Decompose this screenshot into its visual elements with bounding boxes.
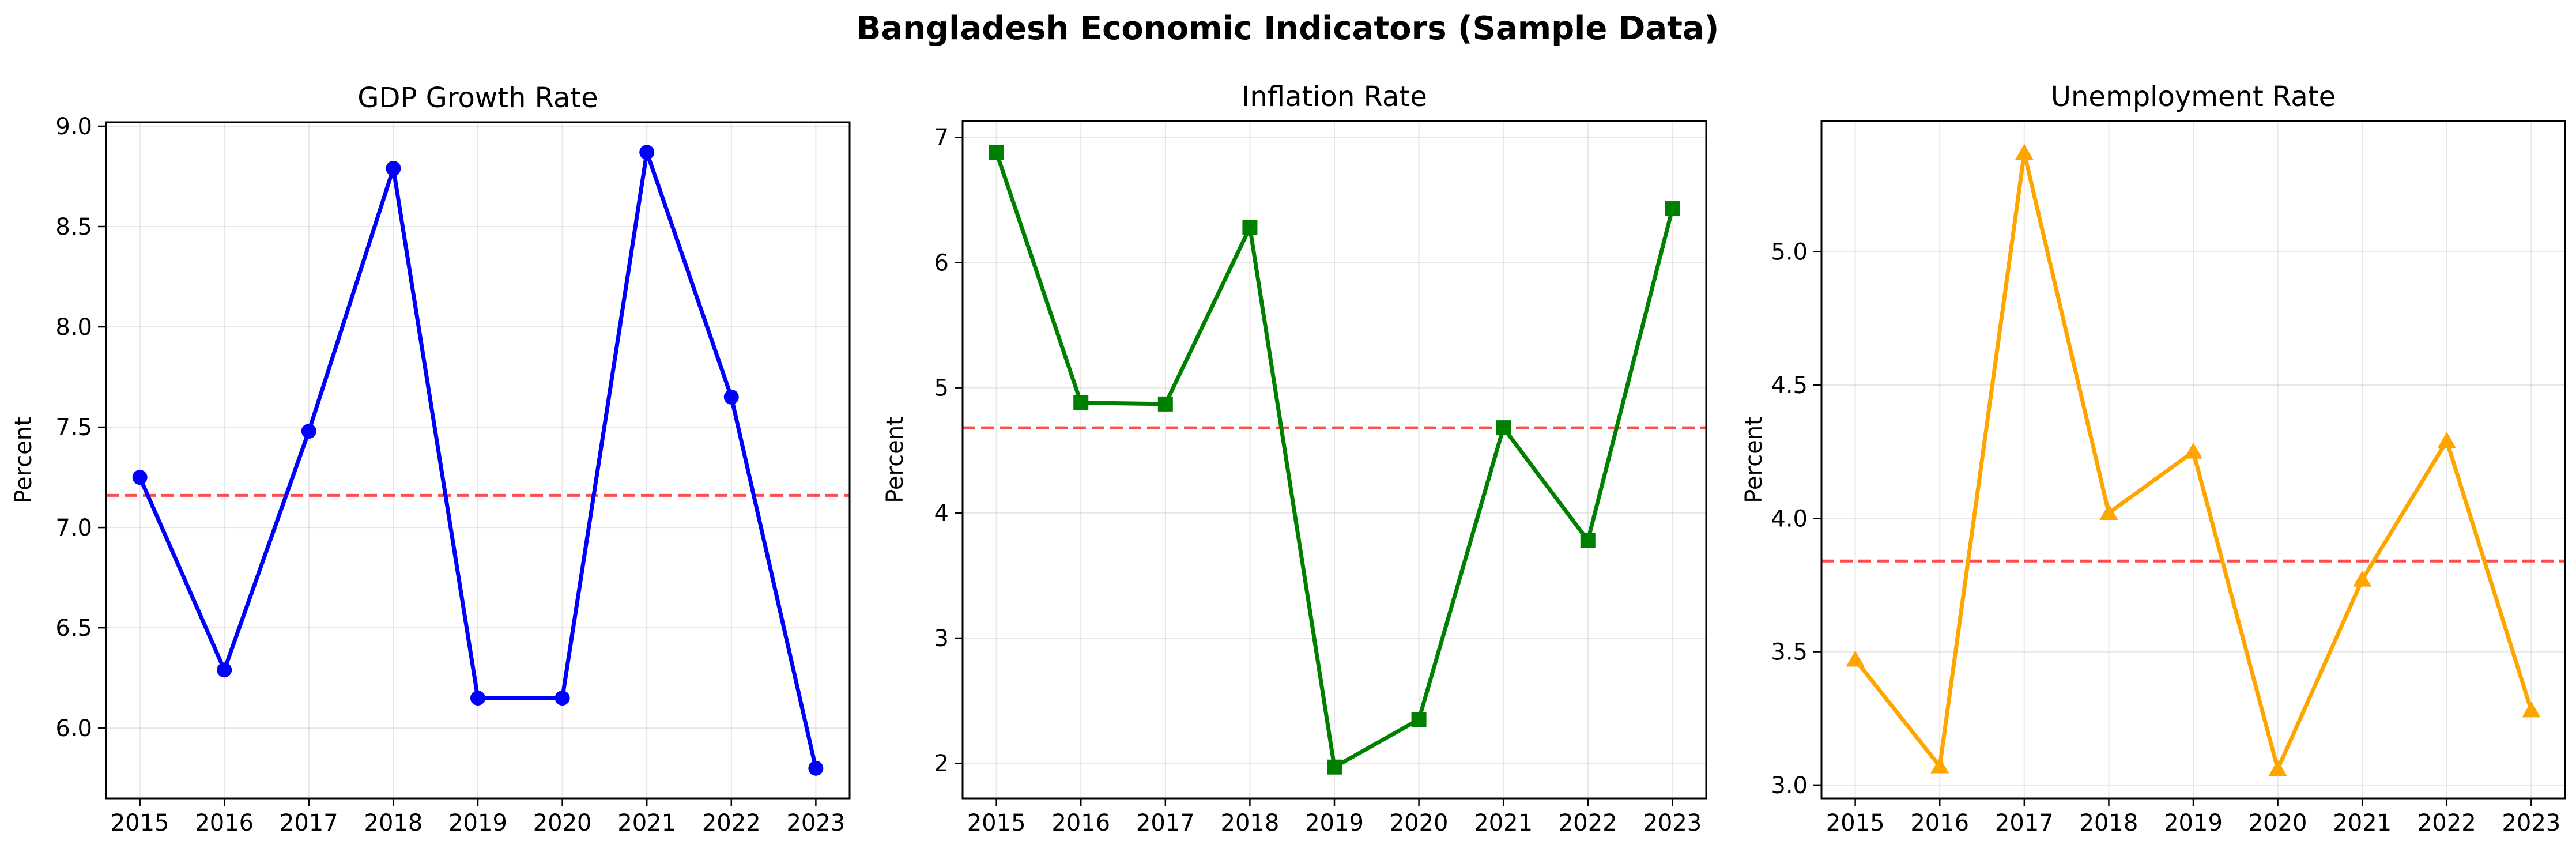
x-tick-label: 2021: [617, 810, 676, 836]
y-tick-label: 8.0: [55, 314, 92, 341]
y-tick-label: 5.0: [1771, 239, 1808, 266]
y-tick-label: 6: [934, 250, 949, 276]
y-tick-label: 2: [934, 751, 949, 777]
x-tick-label: 2019: [1305, 810, 1364, 836]
y-tick-label: 6.5: [55, 615, 92, 642]
x-tick-label: 2020: [2249, 810, 2307, 836]
data-point: [2268, 760, 2287, 776]
data-point: [1846, 650, 1865, 667]
y-tick-label: 6.0: [55, 715, 92, 742]
x-tick-label: 2020: [1390, 810, 1449, 836]
x-tick-label: 2017: [280, 810, 338, 836]
y-tick-label: 7: [934, 125, 949, 151]
y-tick-label: 7.0: [55, 515, 92, 541]
figure-title: Bangladesh Economic Indicators (Sample D…: [857, 10, 1719, 47]
x-tick-label: 2015: [967, 810, 1026, 836]
data-point: [2353, 570, 2372, 587]
x-tick-label: 2018: [1221, 810, 1280, 836]
chart-title: Unemployment Rate: [2051, 81, 2336, 113]
data-point: [1496, 420, 1511, 436]
data-point: [1242, 220, 1258, 235]
x-tick-label: 2023: [786, 810, 845, 836]
data-point: [1580, 533, 1596, 548]
x-tick-label: 2022: [2417, 810, 2476, 836]
data-point: [1157, 396, 1173, 412]
data-point: [1327, 759, 1342, 775]
y-tick-label: 9.0: [55, 114, 92, 140]
y-tick-label: 7.5: [55, 414, 92, 441]
x-tick-label: 2019: [2164, 810, 2223, 836]
x-tick-label: 2015: [1826, 810, 1885, 836]
x-tick-label: 2021: [1474, 810, 1533, 836]
data-point: [386, 161, 401, 176]
data-point: [132, 470, 148, 485]
x-tick-label: 2017: [1136, 810, 1195, 836]
data-point: [1930, 757, 1949, 774]
data-point: [470, 690, 485, 706]
data-point: [217, 662, 232, 678]
y-tick-label: 3.5: [1771, 639, 1808, 666]
y-tick-label: 8.5: [55, 214, 92, 240]
x-tick-label: 2018: [2080, 810, 2139, 836]
chart-title: Inflation Rate: [1242, 81, 1427, 113]
y-axis-label: Percent: [882, 416, 908, 503]
y-tick-label: 3.0: [1771, 772, 1808, 799]
data-point: [639, 145, 655, 160]
y-axis-label: Percent: [10, 417, 37, 504]
data-point: [2099, 504, 2118, 521]
data-point: [301, 424, 316, 439]
y-tick-label: 4: [934, 500, 949, 527]
data-point: [2522, 701, 2541, 718]
data-point: [1073, 395, 1089, 410]
data-point: [2184, 442, 2202, 459]
data-point: [1411, 712, 1427, 727]
chart-panel-1: 2015 2016 2017 2018 2019 2020 2021 2022 2023 6.0 6…: [10, 82, 851, 836]
data-point: [1665, 201, 1680, 217]
x-tick-label: 2016: [195, 810, 254, 836]
y-tick-label: 4.5: [1771, 372, 1808, 399]
x-tick-label: 2022: [702, 810, 761, 836]
y-tick-label: 3: [934, 625, 949, 652]
chart-panel-3: 2015 2016 2017 2018 2019 2020 2021 2022 2023 3.0 3…: [1741, 81, 2566, 836]
x-tick-label: 2022: [1559, 810, 1617, 836]
x-tick-label: 2016: [1051, 810, 1110, 836]
x-tick-label: 2018: [364, 810, 423, 836]
data-point: [2437, 432, 2456, 448]
data-point: [723, 389, 739, 405]
x-tick-label: 2017: [1995, 810, 2054, 836]
y-tick-label: 5: [934, 375, 949, 402]
chart-title: GDP Growth Rate: [357, 82, 598, 114]
x-tick-label: 2023: [2502, 810, 2560, 836]
x-tick-label: 2023: [1643, 810, 1702, 836]
data-point: [808, 760, 824, 776]
x-tick-label: 2019: [448, 810, 507, 836]
data-point: [555, 690, 570, 706]
x-tick-label: 2020: [533, 810, 592, 836]
x-tick-label: 2015: [111, 810, 169, 836]
x-tick-label: 2021: [2333, 810, 2392, 836]
data-point: [989, 145, 1004, 160]
chart-panel-2: 2015 2016 2017 2018 2019 2020 2021 2022 2023 2 3 4 5…: [882, 81, 1707, 836]
x-tick-label: 2016: [1910, 810, 1969, 836]
y-tick-label: 4.0: [1771, 506, 1808, 532]
data-point: [2015, 144, 2034, 160]
y-axis-label: Percent: [1741, 416, 1767, 503]
